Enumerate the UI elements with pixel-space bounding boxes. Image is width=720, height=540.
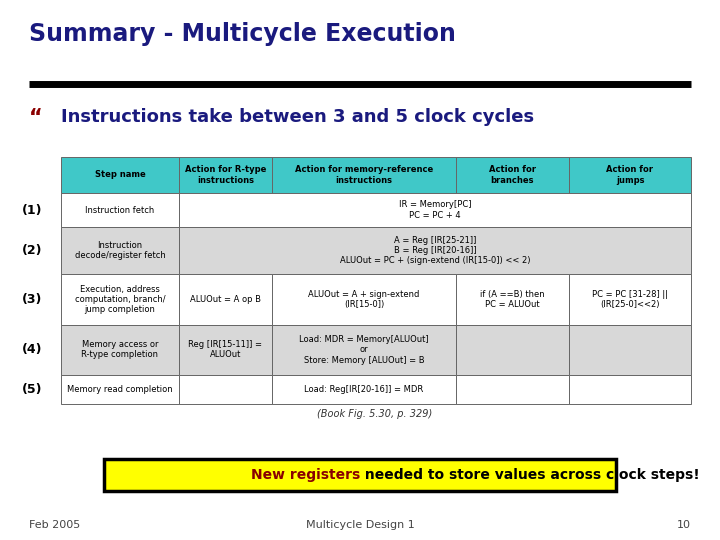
Text: (5): (5) — [22, 383, 42, 396]
Text: (2): (2) — [22, 244, 42, 257]
Text: Feb 2005: Feb 2005 — [29, 520, 80, 530]
Bar — [456, 157, 569, 193]
Text: PC = PC [31-28] ||
(IR[25-0]<<2): PC = PC [31-28] || (IR[25-0]<<2) — [592, 290, 668, 309]
Text: “: “ — [29, 108, 57, 128]
Text: 10: 10 — [678, 520, 691, 530]
Text: (Book Fig. 5.30, p. 329): (Book Fig. 5.30, p. 329) — [317, 409, 432, 419]
Text: Memory access or
R-type completion: Memory access or R-type completion — [81, 340, 158, 359]
Bar — [61, 274, 179, 325]
Text: if (A ==B) then
PC = ALUOut: if (A ==B) then PC = ALUOut — [480, 290, 544, 309]
Bar — [272, 157, 456, 193]
Bar — [456, 325, 569, 375]
Text: IR = Memory[PC]
PC = PC + 4: IR = Memory[PC] PC = PC + 4 — [399, 200, 471, 220]
Text: Action for
branches: Action for branches — [489, 165, 536, 185]
Bar — [272, 325, 456, 375]
Bar — [61, 325, 179, 375]
Text: Memory read completion: Memory read completion — [67, 385, 173, 394]
Text: ALUOut = A + sign-extend
(IR[15-0]): ALUOut = A + sign-extend (IR[15-0]) — [308, 290, 420, 309]
Bar — [569, 375, 691, 404]
Bar — [179, 375, 272, 404]
Text: Instructions take between 3 and 5 clock cycles: Instructions take between 3 and 5 clock … — [61, 108, 534, 126]
Bar — [61, 193, 179, 227]
Text: Multicycle Design 1: Multicycle Design 1 — [305, 520, 415, 530]
Text: New registers: New registers — [251, 468, 360, 482]
Bar — [569, 274, 691, 325]
Text: Action for memory-reference
instructions: Action for memory-reference instructions — [294, 165, 433, 185]
Text: Action for
jumps: Action for jumps — [606, 165, 654, 185]
Bar — [179, 227, 691, 274]
Bar — [272, 375, 456, 404]
Text: Summary - Multicycle Execution: Summary - Multicycle Execution — [29, 22, 456, 45]
Bar — [104, 459, 616, 491]
Text: Load: Reg[IR[20-16]] = MDR: Load: Reg[IR[20-16]] = MDR — [305, 385, 423, 394]
Bar — [569, 157, 691, 193]
Text: Instruction fetch: Instruction fetch — [85, 206, 155, 214]
Text: needed to store values across clock steps!: needed to store values across clock step… — [360, 468, 700, 482]
Bar — [569, 325, 691, 375]
Bar — [179, 325, 272, 375]
Bar — [179, 193, 691, 227]
Bar — [61, 375, 179, 404]
Text: Action for R-type
instructions: Action for R-type instructions — [184, 165, 266, 185]
Bar — [179, 274, 272, 325]
Text: Instruction
decode/register fetch: Instruction decode/register fetch — [74, 241, 166, 260]
Bar — [61, 157, 179, 193]
Text: (3): (3) — [22, 293, 42, 306]
Text: (1): (1) — [22, 204, 42, 217]
Text: Step name: Step name — [94, 171, 145, 179]
Bar — [456, 274, 569, 325]
Text: A = Reg [IR[25-21]]
B = Reg [IR[20-16]]
ALUOut = PC + (sign-extend (IR[15-0]) <<: A = Reg [IR[25-21]] B = Reg [IR[20-16]] … — [340, 235, 530, 266]
Bar — [456, 375, 569, 404]
Text: Load: MDR = Memory[ALUOut]
or
Store: Memory [ALUOut] = B: Load: MDR = Memory[ALUOut] or Store: Mem… — [299, 335, 429, 365]
Text: ALUOut = A op B: ALUOut = A op B — [190, 295, 261, 304]
Bar — [272, 274, 456, 325]
Text: Execution, address
computation, branch/
jump completion: Execution, address computation, branch/ … — [75, 285, 165, 314]
Text: (4): (4) — [22, 343, 42, 356]
Text: Reg [IR[15-11]] =
ALUOut: Reg [IR[15-11]] = ALUOut — [189, 340, 262, 359]
Bar — [61, 227, 179, 274]
Bar — [179, 157, 272, 193]
